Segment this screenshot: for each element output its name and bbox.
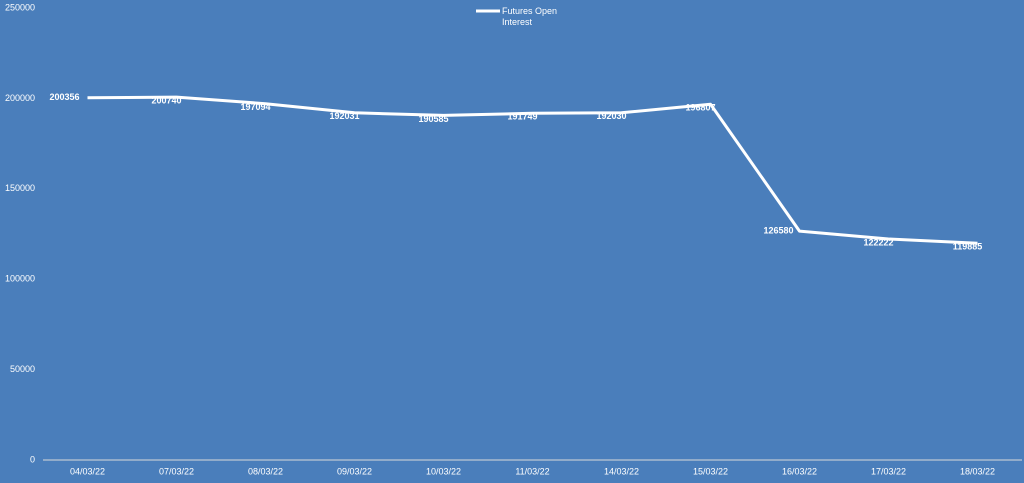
x-tick-label: 04/03/22 <box>70 466 105 476</box>
data-label: 192030 <box>596 111 626 121</box>
data-label: 191749 <box>507 112 537 122</box>
data-label: 119885 <box>953 242 983 252</box>
y-tick-label: 200000 <box>5 93 35 103</box>
x-tick-label: 15/03/22 <box>693 466 728 476</box>
x-tick-label: 16/03/22 <box>782 466 817 476</box>
data-label: 192031 <box>329 111 359 121</box>
data-label: 200740 <box>151 95 181 105</box>
legend-swatch <box>476 9 500 13</box>
legend-label: Futures Open Interest <box>502 6 558 27</box>
x-tick-label: 07/03/22 <box>159 466 194 476</box>
series-line <box>87 95 978 245</box>
y-tick-label: 150000 <box>5 183 35 193</box>
y-tick-label: 100000 <box>5 274 35 284</box>
data-label: 126580 <box>763 226 793 236</box>
data-label: 197094 <box>240 102 270 112</box>
y-tick-label: 250000 <box>5 2 35 12</box>
legend: Futures Open Interest <box>476 6 562 28</box>
data-label: 200356 <box>49 92 79 102</box>
y-tick-label: 50000 <box>10 364 35 374</box>
x-tick-label: 09/03/22 <box>337 466 372 476</box>
y-tick-label: 0 <box>30 454 35 464</box>
x-tick-label: 11/03/22 <box>515 466 549 476</box>
x-tick-label: 10/03/22 <box>426 466 461 476</box>
data-label: 122222 <box>863 237 893 247</box>
data-label: 190585 <box>418 114 448 124</box>
x-tick-label: 08/03/22 <box>248 466 283 476</box>
data-label: 196807 <box>685 103 715 113</box>
x-tick-label: 17/03/22 <box>871 466 906 476</box>
x-tick-label: 18/03/22 <box>960 466 995 476</box>
x-tick-label: 14/03/22 <box>604 466 639 476</box>
